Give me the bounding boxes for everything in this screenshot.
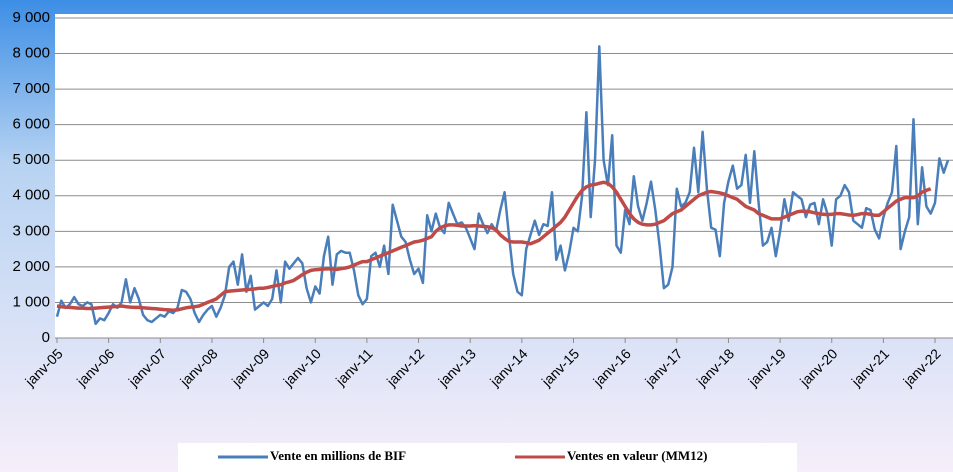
y-tick-label: 4 000	[12, 187, 50, 204]
y-tick-label: 1 000	[12, 293, 50, 310]
plot-area	[55, 14, 953, 338]
y-tick-label: 0	[42, 329, 50, 346]
y-tick-label: 2 000	[12, 258, 50, 275]
y-tick-label: 8 000	[12, 45, 50, 62]
y-tick-label: 9 000	[12, 9, 50, 26]
series-line	[56, 180, 932, 313]
legend-label: Ventes en valeur (MM12)	[567, 448, 707, 463]
y-tick-label: 6 000	[12, 116, 50, 133]
y-tick-label: 3 000	[12, 222, 50, 239]
series-line	[55, 45, 950, 326]
y-tick-label: 5 000	[12, 151, 50, 168]
y-tick-label: 7 000	[12, 80, 50, 97]
legend-label: Vente en millions de BIF	[270, 448, 406, 463]
legend-box	[178, 443, 797, 472]
